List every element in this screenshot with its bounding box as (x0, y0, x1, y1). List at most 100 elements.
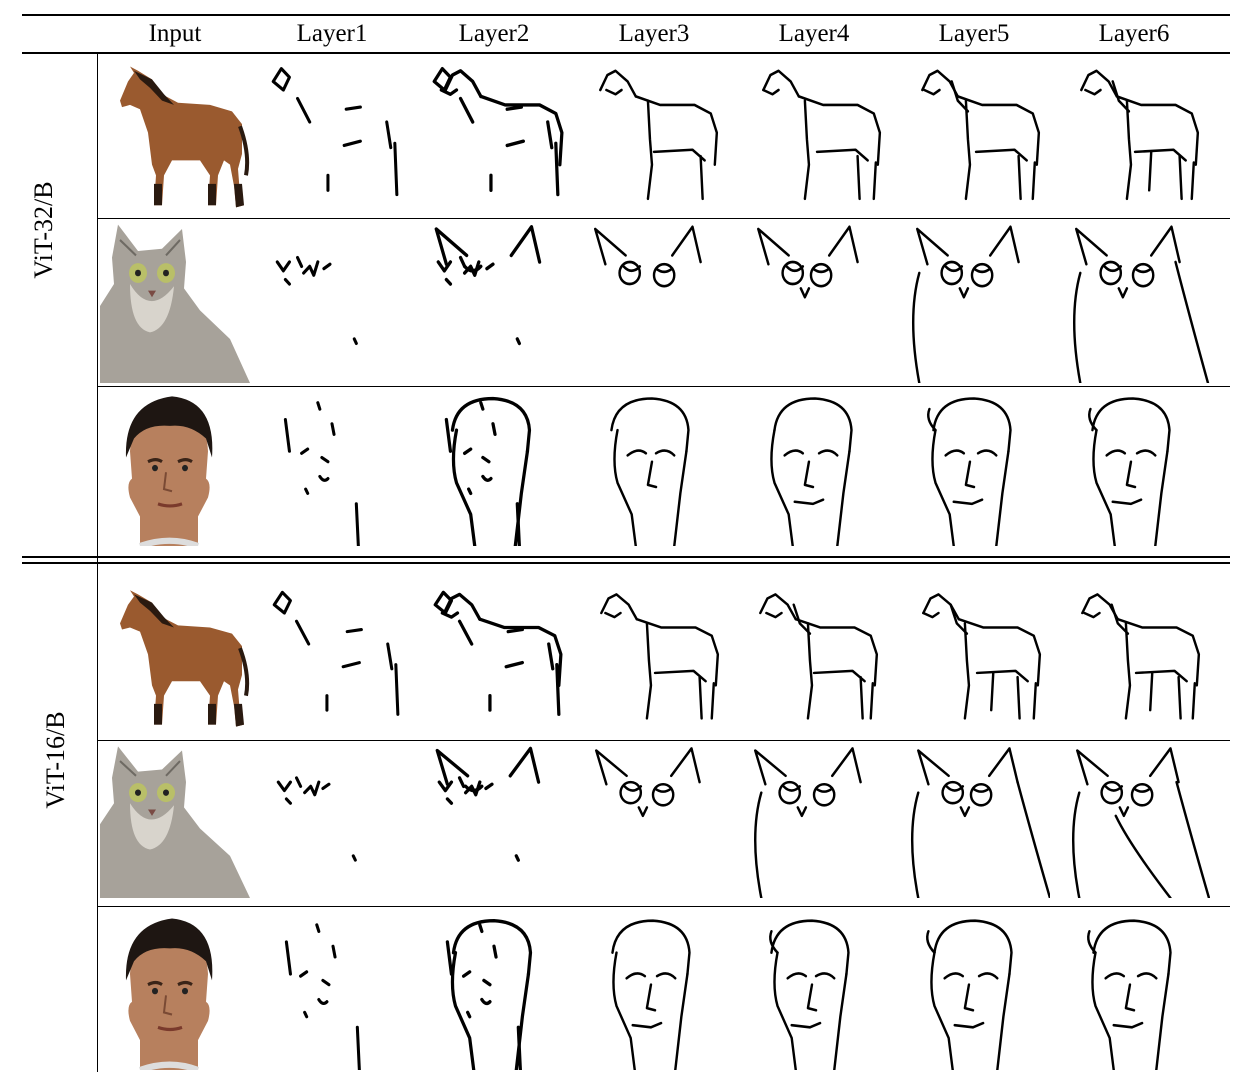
sketch-stroke (462, 447, 473, 455)
sketch-stroke (480, 997, 492, 1006)
column-header-layer3: Layer3 (618, 20, 690, 47)
sketch-stroke (509, 225, 542, 264)
sketch-stroke (964, 99, 972, 201)
sketch-stroke (322, 262, 332, 271)
sketch-stroke (345, 627, 363, 634)
sketch-stroke (295, 619, 311, 646)
sketch-face-layer5 (898, 388, 1050, 546)
sketch-cat-layer5 (898, 218, 1050, 383)
sketch-stroke (442, 592, 482, 621)
sketch-stroke (613, 428, 637, 546)
sketch-stroke (869, 682, 874, 720)
sketch-face-layer3 (578, 910, 730, 1070)
sketch-stroke (479, 94, 564, 167)
input-photo-horse (100, 582, 250, 737)
sketch-stroke (295, 776, 303, 788)
sketch-stroke (773, 951, 797, 1070)
sketch-horse-layer1 (256, 58, 408, 218)
sketch-stroke (1125, 99, 1133, 201)
sketch-stroke (773, 397, 853, 453)
sketch-face-layer5 (898, 910, 1050, 1070)
sketch-face-layer6 (1058, 388, 1210, 546)
sketch-horse-layer4 (738, 582, 890, 737)
sketch-stroke (754, 749, 787, 786)
sketch-stroke (514, 972, 531, 1070)
sketch-stroke (612, 951, 636, 1070)
label-column-rule (97, 52, 99, 1072)
sketch-stroke (1110, 603, 1130, 635)
sketch-face-layer2 (418, 910, 570, 1070)
sketch-face-layer1 (256, 910, 408, 1070)
sketch-stroke (445, 797, 454, 805)
sketch-stroke (317, 998, 329, 1006)
sketch-stroke (443, 69, 483, 99)
sketch-stroke (272, 590, 292, 615)
sketch-stroke (344, 105, 362, 111)
sketch-stroke (912, 271, 921, 383)
sketch-stroke (645, 983, 657, 1012)
group-separator-rule-1 (22, 556, 1230, 558)
sketch-stroke (958, 287, 970, 299)
sketch-stroke (987, 747, 1019, 784)
sketch-stroke (806, 622, 814, 720)
sketch-stroke (599, 69, 637, 98)
sketch-stroke (1130, 783, 1154, 807)
sketch-stroke (1191, 682, 1197, 720)
sketch-stroke (604, 611, 622, 619)
sketch-stroke (827, 225, 859, 264)
sketch-cat-layer5 (898, 740, 1050, 898)
sketch-stroke (1190, 161, 1196, 201)
sketch-stroke (799, 287, 811, 299)
sketch-stroke (765, 611, 783, 619)
sketch-stroke (330, 422, 336, 436)
sketch-stroke (484, 782, 494, 791)
sketch-horse-layer3 (578, 58, 730, 218)
sketch-stroke (1132, 787, 1152, 793)
sketch-stroke (547, 642, 555, 671)
sketch-face-layer3 (578, 388, 730, 546)
sketch-stroke (1084, 88, 1102, 96)
column-header-layer4: Layer4 (778, 20, 850, 47)
sketch-stroke (600, 593, 638, 621)
sketch-stroke (1155, 972, 1170, 1070)
group-label-vit16: ViT-16/B (41, 711, 70, 809)
sketch-stroke (933, 919, 1013, 976)
sketch-stroke (817, 449, 839, 457)
sketch-face-layer4 (738, 910, 890, 1070)
sketch-stroke (450, 950, 476, 1070)
sketch-stroke (646, 99, 654, 201)
sketch-stroke (932, 397, 1012, 453)
sketch-stroke (1075, 227, 1108, 266)
sketch-stroke (284, 940, 292, 976)
sketch-stroke (1111, 498, 1143, 506)
sketch-stroke (1174, 260, 1210, 383)
row-separator-rule (98, 740, 1230, 741)
sketch-cat-layer3 (578, 740, 730, 898)
sketch-stroke (386, 642, 394, 671)
sketch-stroke (653, 787, 673, 793)
row-separator-rule (98, 386, 1230, 387)
sketch-stroke (812, 783, 836, 807)
sketch-stroke (759, 593, 797, 621)
sketch-stroke (927, 407, 937, 432)
sketch-stroke (792, 603, 812, 635)
sketch-stroke (275, 260, 291, 273)
sketch-stroke (385, 120, 393, 150)
sketch-stroke (963, 983, 975, 1012)
input-photo-face (100, 910, 250, 1070)
sketch-stroke (778, 780, 802, 805)
sketch-stroke (814, 972, 836, 980)
sketch-stroke (1083, 611, 1101, 619)
sketch-stroke (1154, 449, 1169, 546)
input-photo-cat (100, 218, 250, 383)
sketch-stroke (1031, 161, 1037, 201)
sketch-stroke (1133, 148, 1187, 162)
sketch-stroke (1178, 154, 1183, 201)
sketch-horse-layer6 (1058, 582, 1210, 737)
sketch-stroke (670, 747, 701, 784)
sketch-stroke (1088, 407, 1098, 432)
sketch-stroke (970, 262, 994, 288)
sketch-stroke (953, 1021, 985, 1029)
sketch-stroke (671, 225, 702, 264)
sketch-stroke (485, 262, 495, 271)
